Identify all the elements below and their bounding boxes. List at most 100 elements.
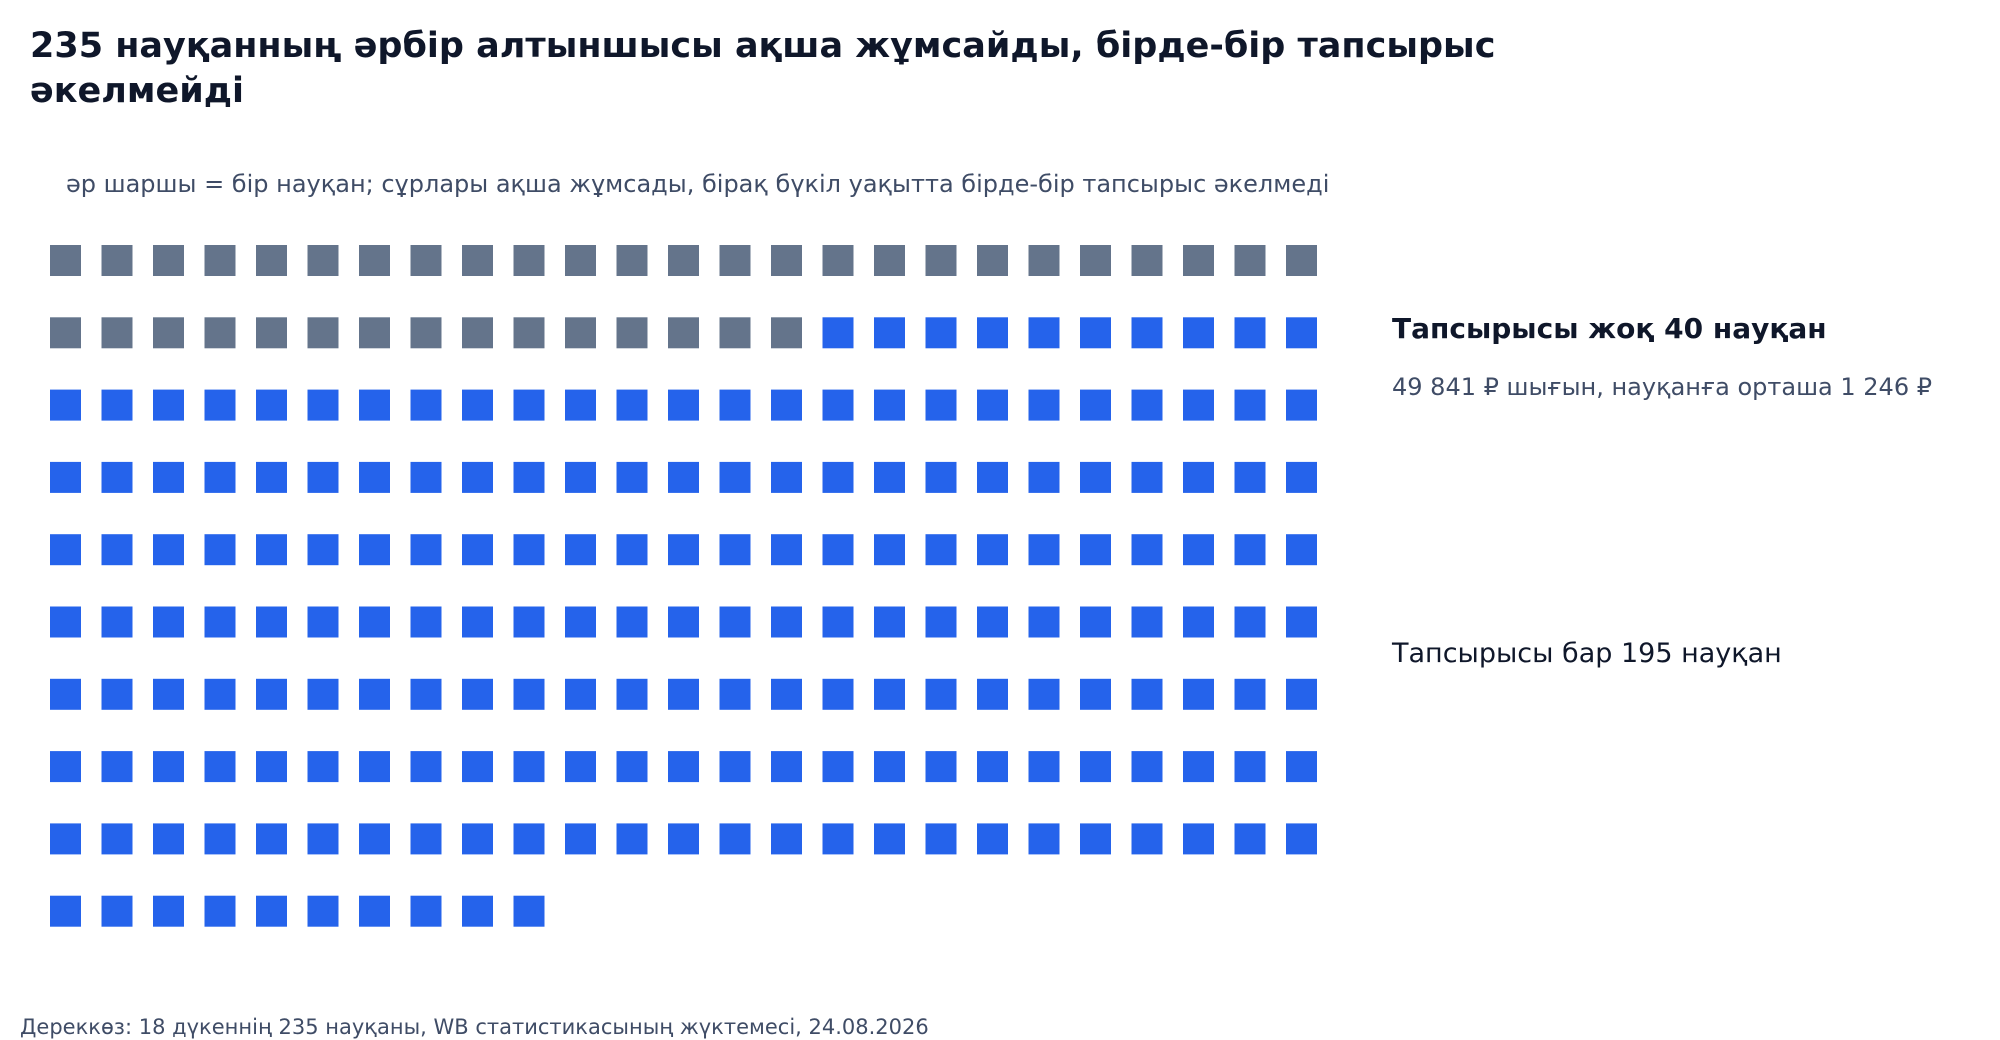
waffle-square-with-orders <box>719 823 751 855</box>
waffle-square-with-orders <box>256 895 287 927</box>
waffle-square-with-orders <box>1131 389 1163 421</box>
waffle-square-with-orders <box>359 534 390 566</box>
waffle-square-with-orders <box>462 678 493 710</box>
waffle-square-with-orders <box>462 461 493 493</box>
waffle-square-with-orders <box>1028 606 1060 638</box>
waffle-square-with-orders <box>822 534 854 566</box>
waffle-square-with-orders <box>616 534 648 566</box>
waffle-square-with-orders <box>925 389 957 421</box>
waffle-square-with-orders <box>153 751 184 783</box>
waffle-square-with-orders <box>925 751 957 783</box>
waffle-square-with-orders <box>1183 317 1214 349</box>
waffle-square-with-orders <box>822 389 854 421</box>
waffle-square-with-orders <box>1131 461 1163 493</box>
waffle-square-with-orders <box>822 317 854 349</box>
waffle-square-with-orders <box>359 461 390 493</box>
waffle-square-with-orders <box>1028 751 1060 783</box>
waffle-square-with-orders <box>925 461 957 493</box>
waffle-square-with-orders <box>616 606 648 638</box>
waffle-square-with-orders <box>1131 606 1163 638</box>
waffle-square-with-orders <box>462 751 493 783</box>
waffle-square-with-orders <box>1183 389 1214 421</box>
waffle-square-with-orders <box>256 534 287 566</box>
waffle-square-with-orders <box>822 751 854 783</box>
waffle-square-with-orders <box>874 751 905 783</box>
waffle-square-no-orders <box>410 317 442 349</box>
waffle-square-with-orders <box>513 678 545 710</box>
waffle-square-with-orders <box>50 678 81 710</box>
waffle-square-with-orders <box>513 895 545 927</box>
waffle-square-with-orders <box>153 534 184 566</box>
waffle-square-with-orders <box>616 678 648 710</box>
waffle-square-with-orders <box>1131 751 1163 783</box>
waffle-square-with-orders <box>874 389 905 421</box>
waffle-square-with-orders <box>101 389 133 421</box>
waffle-square-with-orders <box>1131 534 1163 566</box>
waffle-square-with-orders <box>1234 534 1266 566</box>
waffle-square-with-orders <box>977 317 1008 349</box>
waffle-square-with-orders <box>307 823 339 855</box>
waffle-square-no-orders <box>513 317 545 349</box>
waffle-square-with-orders <box>668 751 699 783</box>
waffle-square-with-orders <box>1183 606 1214 638</box>
waffle-square-no-orders <box>1286 245 1317 276</box>
waffle-square-with-orders <box>307 461 339 493</box>
waffle-square-with-orders <box>719 606 751 638</box>
waffle-square-with-orders <box>1131 317 1163 349</box>
waffle-square-no-orders <box>874 245 905 276</box>
waffle-square-with-orders <box>256 678 287 710</box>
waffle-square-with-orders <box>771 823 802 855</box>
waffle-square-with-orders <box>50 534 81 566</box>
waffle-square-with-orders <box>513 534 545 566</box>
waffle-square-no-orders <box>616 245 648 276</box>
waffle-square-with-orders <box>1183 751 1214 783</box>
waffle-square-no-orders <box>822 245 854 276</box>
waffle-square-with-orders <box>359 678 390 710</box>
waffle-square-with-orders <box>719 534 751 566</box>
waffle-square-with-orders <box>719 389 751 421</box>
waffle-square-with-orders <box>1234 461 1266 493</box>
waffle-square-with-orders <box>101 895 133 927</box>
waffle-square-with-orders <box>410 461 442 493</box>
waffle-square-with-orders <box>874 823 905 855</box>
waffle-square-with-orders <box>50 606 81 638</box>
waffle-square-no-orders <box>204 245 236 276</box>
waffle-square-with-orders <box>410 895 442 927</box>
waffle-square-no-orders <box>50 245 81 276</box>
waffle-square-with-orders <box>204 534 236 566</box>
waffle-square-with-orders <box>668 534 699 566</box>
waffle-square-with-orders <box>307 678 339 710</box>
waffle-square-with-orders <box>977 606 1008 638</box>
waffle-square-with-orders <box>1286 823 1317 855</box>
waffle-square-no-orders <box>1080 245 1111 276</box>
waffle-square-no-orders <box>565 317 596 349</box>
waffle-square-with-orders <box>1080 823 1111 855</box>
chart-title: 235 науқанның әрбір алтыншысы ақша жұмса… <box>30 26 1496 111</box>
waffle-square-with-orders <box>101 606 133 638</box>
waffle-square-no-orders <box>153 317 184 349</box>
waffle-square-with-orders <box>925 317 957 349</box>
waffle-square-with-orders <box>1080 389 1111 421</box>
waffle-square-with-orders <box>410 823 442 855</box>
waffle-square-with-orders <box>153 389 184 421</box>
waffle-square-with-orders <box>1131 678 1163 710</box>
waffle-square-no-orders <box>307 245 339 276</box>
waffle-square-with-orders <box>359 823 390 855</box>
waffle-square-with-orders <box>668 389 699 421</box>
waffle-square-with-orders <box>1028 534 1060 566</box>
waffle-square-with-orders <box>1080 461 1111 493</box>
waffle-square-with-orders <box>50 461 81 493</box>
waffle-square-with-orders <box>256 751 287 783</box>
waffle-square-with-orders <box>668 823 699 855</box>
waffle-square-with-orders <box>925 823 957 855</box>
waffle-square-no-orders <box>1028 245 1060 276</box>
waffle-square-with-orders <box>256 606 287 638</box>
waffle-square-no-orders <box>101 317 133 349</box>
waffle-square-with-orders <box>101 534 133 566</box>
waffle-square-no-orders <box>719 317 751 349</box>
waffle-square-with-orders <box>977 534 1008 566</box>
waffle-square-with-orders <box>565 606 596 638</box>
waffle-square-with-orders <box>1234 678 1266 710</box>
waffle-square-with-orders <box>50 751 81 783</box>
waffle-square-no-orders <box>925 245 957 276</box>
